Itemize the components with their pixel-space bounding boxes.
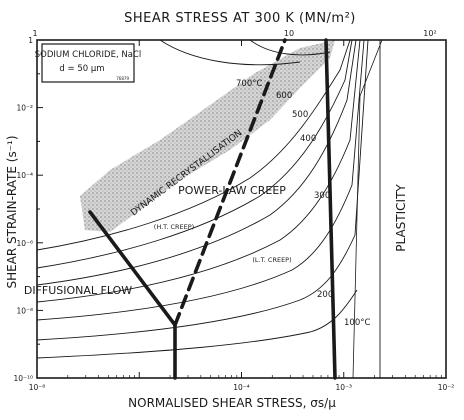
y-axis-title: SHEAR STRAIN-RATE (s⁻¹) — [5, 135, 19, 288]
contour-label: 100°C — [344, 318, 370, 328]
axis-tick-labels: 10⁻⁶ 10⁻⁴ 10⁻³ 10⁻² 1 10⁻² 10⁻⁴ 10⁻⁶ 10⁻⁸ 10⁻¹⁰ 1 1… — [13, 29, 454, 392]
contour-label: 400 — [300, 134, 316, 144]
field-boundaries — [88, 38, 337, 380]
axis-ticks — [36, 39, 447, 379]
legend-material: SODIUM CHLORIDE, NaCl — [35, 50, 141, 60]
x-tick-label: 10⁻⁶ — [29, 383, 46, 392]
top-axis-label: SHEAR STRESS AT 300 K (MN/m²) — [124, 11, 356, 26]
field-label-lt-creep: (L.T. CREEP) — [252, 256, 291, 264]
contour-label: 300 — [314, 191, 330, 201]
field-label-diffusional-flow: DIFFUSIONAL FLOW — [24, 284, 132, 297]
field-label-power-law-creep: POWER-LAW CREEP — [178, 184, 286, 197]
top-tick-label: 10² — [423, 29, 436, 38]
ideal-strength-line — [352, 39, 383, 379]
y-tick-label: 10⁻² — [16, 104, 33, 113]
contour-label: 600 — [276, 91, 292, 101]
contour-label: 700°C — [236, 79, 262, 89]
y-tick-label: 10⁻⁸ — [16, 306, 33, 315]
field-label-plasticity: PLASTICITY — [394, 184, 408, 252]
top-tick-label: 1 — [32, 29, 37, 38]
y-tick-label: 10⁻⁴ — [16, 171, 33, 180]
field-label-ht-creep: (H.T. CREEP) — [154, 223, 194, 231]
y-tick-label: 1 — [28, 36, 33, 45]
legend-code: 76879 — [116, 76, 129, 81]
recrystallisation-band — [80, 40, 335, 232]
material-legend: SODIUM CHLORIDE, NaCl d = 50 μm 76879 — [35, 43, 141, 83]
y-tick-label: 10⁻¹⁰ — [13, 374, 33, 383]
top-tick-label: 10 — [284, 29, 294, 38]
legend-grain-size: d = 50 μm — [59, 64, 104, 74]
contour-label: 200 — [317, 290, 333, 300]
y-tick-label: 10⁻⁶ — [16, 239, 33, 248]
x-tick-label: 10⁻³ — [335, 383, 352, 392]
x-tick-label: 10⁻⁴ — [233, 383, 250, 392]
x-axis-title: NORMALISED SHEAR STRESS, σs/μ — [128, 396, 336, 410]
contour-label: 500 — [292, 110, 308, 120]
x-tick-label: 10⁻² — [438, 383, 455, 392]
